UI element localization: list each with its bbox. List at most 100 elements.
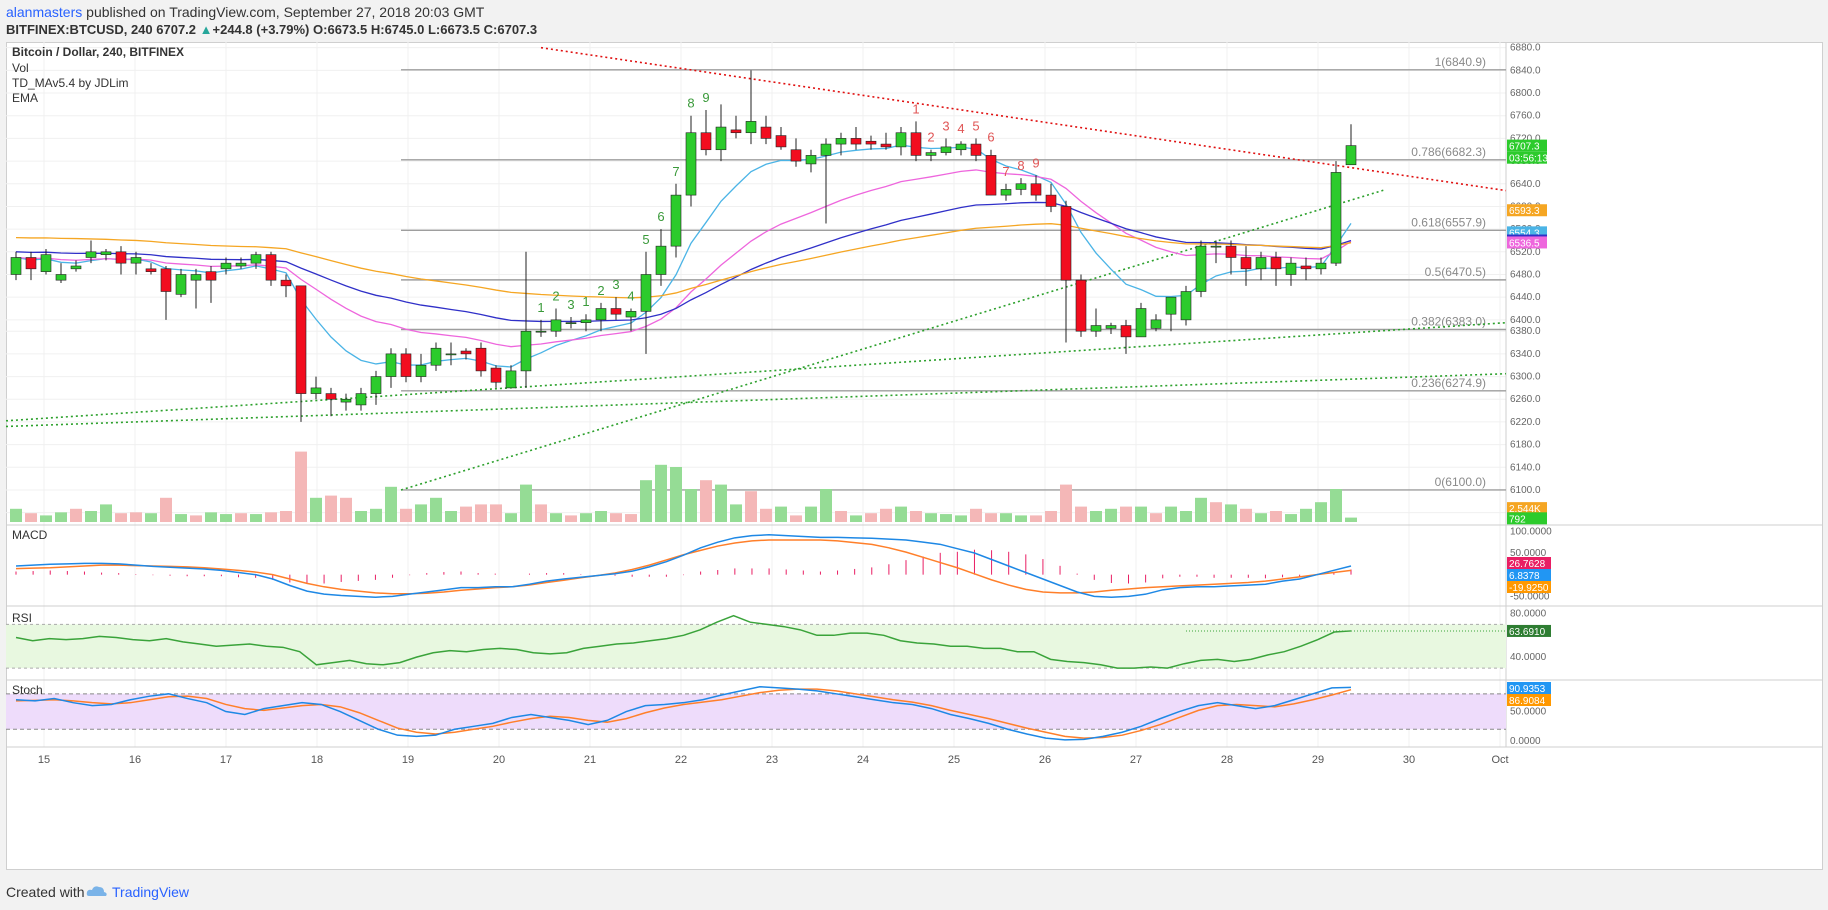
volume-bar (865, 513, 877, 522)
candle-body (385, 353, 397, 377)
candle (745, 70, 757, 145)
volume-bar (1120, 506, 1132, 522)
volume-bar (1135, 506, 1147, 522)
td-count-down: 2 (927, 130, 934, 145)
volume-bar (1180, 511, 1192, 522)
volume-bar (1000, 513, 1012, 522)
rsi-tag: 63.6910 (1507, 624, 1551, 638)
ascending-trendline (6, 372, 1507, 428)
candle (565, 317, 577, 329)
candle (880, 132, 892, 150)
candle-body (580, 319, 592, 323)
volume-bar (220, 514, 232, 522)
candle (475, 342, 487, 377)
candle (235, 257, 247, 269)
volume-bar (1330, 489, 1342, 522)
candle (505, 365, 517, 389)
stoch-tag-label: 90.9353 (1509, 684, 1546, 695)
candle-body (295, 285, 307, 394)
candle-body (610, 308, 622, 315)
candle-body (865, 140, 877, 145)
created-with-label: Created with (6, 884, 85, 900)
tradingview-brand-link[interactable]: TradingView (112, 884, 190, 900)
candle-body (85, 251, 97, 258)
author-link[interactable]: alanmasters (6, 4, 83, 20)
td-count-up: 3 (567, 297, 574, 312)
candle (1075, 274, 1087, 337)
td-count-down: 9 (1032, 155, 1039, 170)
rsi-band (6, 624, 1506, 669)
ohlc-close-label: C: (483, 22, 498, 37)
stoch-d-line (15, 688, 1352, 739)
td-count-down: 7 (1002, 164, 1009, 179)
candle (340, 393, 352, 411)
candle (1330, 161, 1342, 266)
macd-axis-tick: -50.0000 (1510, 591, 1550, 602)
fib-level-label: 0(6100.0) (1435, 475, 1486, 489)
td-count-up: 2 (552, 289, 559, 304)
rsi-tag-label: 63.6910 (1509, 627, 1546, 638)
volume-bar (85, 511, 97, 522)
candle-body (520, 330, 532, 372)
stoch-tag-label: 86.9084 (1509, 696, 1546, 707)
price-axis-tick: 6640.0 (1510, 179, 1541, 190)
candle-body (850, 138, 862, 145)
candle (10, 251, 22, 281)
td-count-up: 1 (537, 300, 544, 315)
volume-bar (1225, 504, 1237, 522)
macd-tag-label: 6.8378 (1509, 571, 1540, 582)
candle-body (70, 265, 82, 270)
volume-bar (490, 504, 502, 522)
time-axis-tick: 30 (1403, 754, 1415, 766)
macd-tag: 26.7628 (1507, 557, 1551, 570)
time-axis-tick: 21 (584, 754, 596, 766)
candle (1090, 308, 1102, 337)
candle-body (265, 254, 277, 281)
candle-body (25, 257, 37, 270)
volume-bar (535, 504, 547, 522)
candle (955, 141, 967, 156)
candle (1180, 285, 1192, 326)
td-count-up: 5 (642, 232, 649, 247)
candle (1030, 175, 1042, 201)
candle (550, 308, 562, 337)
candle-body (235, 262, 247, 267)
candle-body (160, 268, 172, 292)
publish-line: alanmasters published on TradingView.com… (6, 4, 484, 20)
td-count-down: 4 (957, 121, 964, 136)
candle (1300, 257, 1312, 281)
volume-bar (25, 513, 37, 522)
price-tag-bg (1507, 512, 1547, 525)
candle (1000, 183, 1012, 201)
macd-tag: 6.8378 (1507, 569, 1551, 582)
candle (1285, 257, 1297, 286)
ohlc-high: 6745.0 (384, 22, 425, 37)
volume-bar (280, 511, 292, 522)
volume-bar (265, 512, 277, 522)
candle (490, 365, 502, 388)
volume-bar (190, 515, 202, 522)
ema-fast-line (15, 144, 1352, 368)
candle (790, 138, 802, 167)
candle-body (1255, 257, 1267, 270)
price-tag: 6536.5 (1507, 236, 1547, 249)
time-axis: 15 16 17 18 19 20 21 22 23 24 25 26 27 28 29 30 Oct (38, 754, 1509, 766)
candle-body (310, 387, 322, 394)
volume-bar (100, 504, 112, 522)
legend-item: Vol (12, 61, 29, 75)
volume-bar (1300, 508, 1312, 522)
time-axis-tick: 18 (311, 754, 323, 766)
volume-bar (40, 515, 52, 522)
legend-title: Bitcoin / Dollar, 240, BITFINEX (12, 45, 184, 59)
chart-canvas[interactable]: 1(6840.9) 0.786(6682.3) 0.618(6557.9) 0.5(6… (6, 42, 1823, 870)
candle (130, 251, 142, 275)
published-text: published on TradingView.com, September … (86, 4, 485, 20)
candle-body (925, 152, 937, 156)
candle-body (250, 254, 262, 264)
candle-body (1330, 172, 1342, 264)
candle-body (760, 126, 772, 139)
time-axis-tick: 26 (1039, 754, 1051, 766)
candle (400, 348, 412, 383)
price-axis-tick: 6140.0 (1510, 462, 1541, 473)
